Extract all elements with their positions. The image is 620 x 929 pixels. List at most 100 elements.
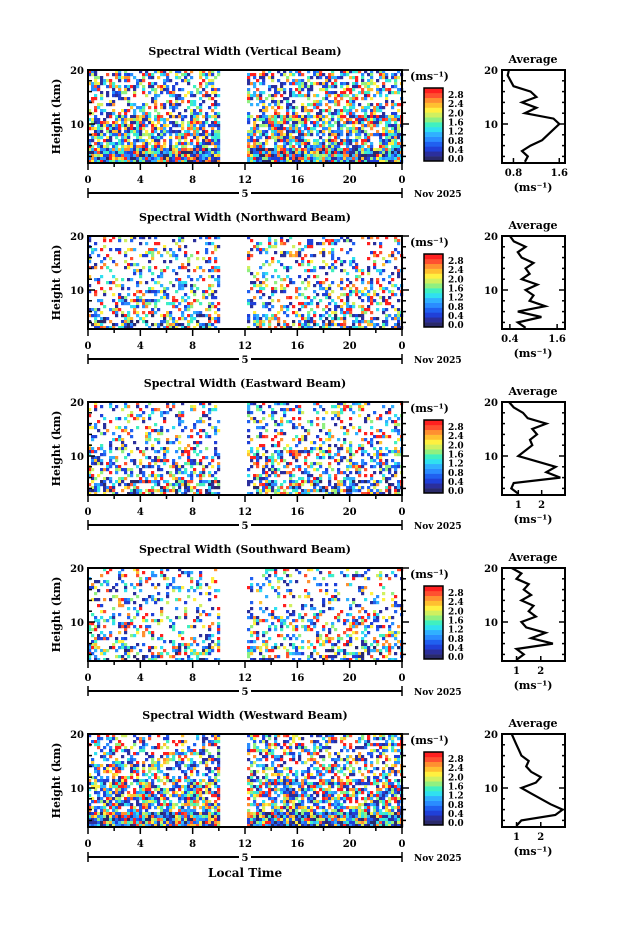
heatmap-cell [130,450,134,454]
heatmap-cell [253,139,257,143]
heatmap-cell [289,145,293,149]
heatmap-cell [127,118,131,122]
heatmap-cell [346,489,350,493]
heatmap-cell [268,124,272,128]
heatmap-cell [175,586,179,590]
heatmap-cell [88,586,92,590]
heatmap-cell [214,121,218,125]
heatmap-cell [127,405,131,409]
heatmap-cell [280,154,284,158]
heatmap-cell [112,145,116,149]
heatmap-cell [313,266,317,270]
heatmap-cell [325,88,329,92]
heatmap-cell [283,414,287,418]
heatmap-cell [139,317,143,321]
heatmap-cell [181,453,185,457]
heatmap-cell [160,598,164,602]
heatmap-cell [256,154,260,158]
heatmap-cell [289,133,293,137]
heatmap-cell [163,459,167,463]
heatmap-cell [148,577,152,581]
heatmap-cell [217,145,221,149]
heatmap-cell [97,103,101,107]
heatmap-cell [328,151,332,155]
colorbar-band [424,107,443,113]
average-y-tick-label: 20 [484,398,498,409]
heatmap-cell [208,257,212,261]
heatmap-cell [379,73,383,77]
heatmap-cell [247,468,251,472]
heatmap-cell [361,236,365,240]
heatmap-cell [145,290,149,294]
heatmap-cell [388,489,392,493]
heatmap-cell [367,293,371,297]
heatmap-cell [352,130,356,134]
heatmap-cell [169,474,173,478]
heatmap-cell [355,462,359,466]
colorbar-band [424,156,443,162]
heatmap-cell [319,405,323,409]
heatmap-cell [352,115,356,119]
heatmap-cell [280,492,284,496]
heatmap-cell [259,320,263,324]
heatmap-cell [265,130,269,134]
heatmap-cell [319,450,323,454]
heatmap-cell [277,70,281,74]
heatmap-cell [274,459,278,463]
heatmap-cell [148,76,152,80]
heatmap-cell [343,320,347,324]
heatmap-cell [97,459,101,463]
heatmap-cell [367,103,371,107]
heatmap-cell [205,142,209,146]
heatmap-cell [112,133,116,137]
heatmap-cell [175,142,179,146]
heatmap-cell [142,302,146,306]
heatmap-cell [118,438,122,442]
heatmap-cell [97,598,101,602]
heatmap-cell [94,323,98,327]
heatmap-cell [298,453,302,457]
heatmap-cell [262,293,266,297]
heatmap-cell [253,486,257,490]
heatmap-cell [91,136,95,140]
heatmap-cell [247,91,251,95]
heatmap-cell [280,326,284,330]
heatmap-cell [136,414,140,418]
heatmap-cell [307,127,311,131]
heatmap-cell [133,248,137,252]
heatmap-cell [184,151,188,155]
colorbar-band [424,146,443,152]
heatmap-cell [247,139,251,143]
heatmap-cell [151,631,155,635]
heatmap-cell [115,148,119,152]
heatmap-cell [283,136,287,140]
heatmap-cell [139,450,143,454]
heatmap-cell [130,474,134,478]
heatmap-cell [112,94,116,98]
heatmap-cell [298,302,302,306]
heatmap-cell [286,112,290,116]
heatmap-cell [115,127,119,131]
heatmap-cell [163,160,167,164]
heatmap-cell [172,402,176,406]
heatmap-cell [121,489,125,493]
heatmap-cell [130,160,134,164]
heatmap-cell [361,79,365,83]
heatmap-cell [151,151,155,155]
heatmap-cell [166,480,170,484]
heatmap-cell [280,251,284,255]
heatmap-cell [322,408,326,412]
heatmap-cell [172,254,176,258]
heatmap-cell [190,154,194,158]
heatmap-cell [145,465,149,469]
heatmap-cell [286,465,290,469]
heatmap-cell [178,130,182,134]
heatmap-cell [283,160,287,164]
heatmap-cell [97,281,101,285]
heatmap-cell [196,311,200,315]
heatmap-cell [169,489,173,493]
heatmap-cell [130,263,134,267]
heatmap-cell [109,616,113,620]
heatmap-cell [307,139,311,143]
heatmap-cell [193,121,197,125]
